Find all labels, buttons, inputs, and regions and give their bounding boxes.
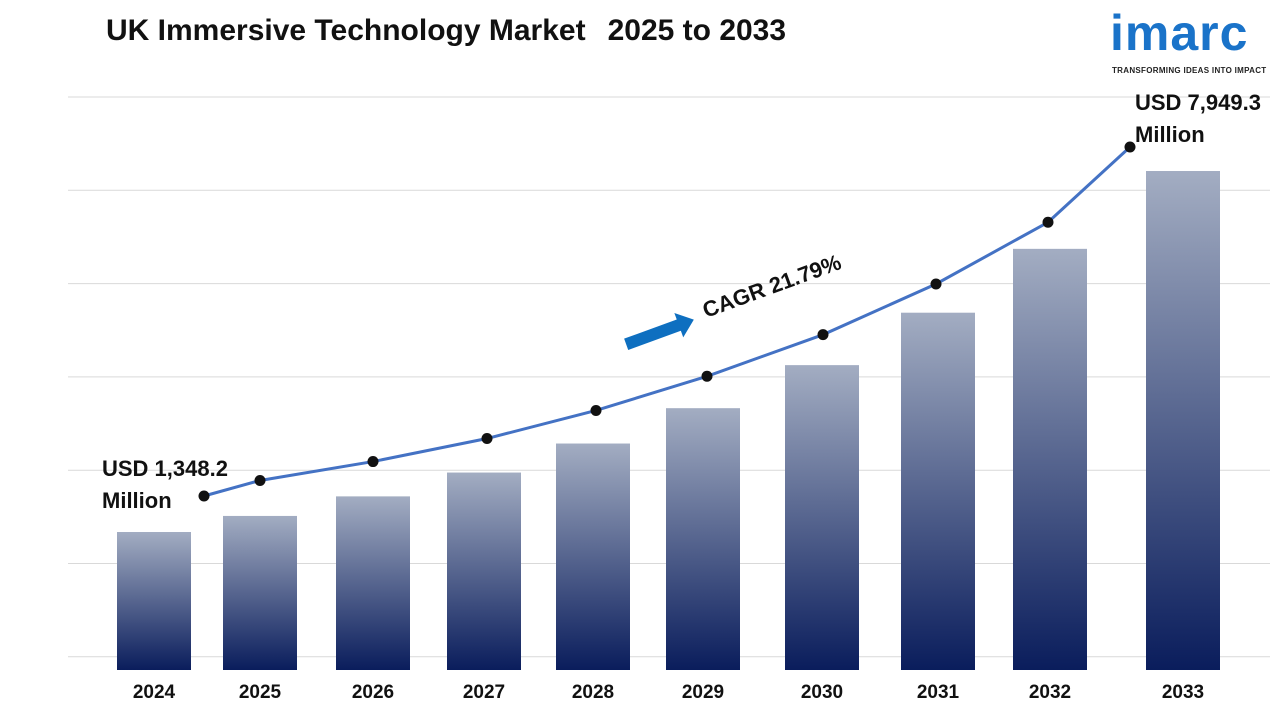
bar-2029 bbox=[666, 408, 740, 670]
trend-point-2032 bbox=[1042, 216, 1054, 228]
logo-tagline: TRANSFORMING IDEAS INTO IMPACT bbox=[1112, 66, 1267, 75]
bar-2024 bbox=[117, 532, 191, 670]
bar-2027 bbox=[447, 472, 521, 670]
start-value-label-line1: USD 1,348.2 bbox=[102, 456, 228, 481]
bar-2033 bbox=[1146, 171, 1220, 670]
bar-2032 bbox=[1013, 248, 1087, 670]
start-value-label-line2: Million bbox=[102, 488, 172, 513]
x-axis-ticks: 2024 2025 2026 2027 2028 2029 2030 2031 2032 2033 bbox=[133, 682, 1204, 703]
trend-polyline bbox=[203, 145, 1132, 498]
trend-point-2027 bbox=[481, 433, 493, 445]
x-tick-2028: 2028 bbox=[572, 682, 614, 703]
trend-point-2031 bbox=[930, 278, 942, 290]
chart-title-text: UK Immersive Technology Market bbox=[106, 14, 586, 47]
x-tick-2026: 2026 bbox=[352, 682, 394, 703]
logo-wordmark: imarc bbox=[1110, 5, 1249, 61]
imarc-logo: imarc TRANSFORMING IDEAS INTO IMPACT bbox=[1108, 4, 1276, 80]
trend-point-2024 bbox=[198, 490, 210, 502]
bars bbox=[117, 171, 1220, 670]
cagr-label: CAGR 21.79% bbox=[699, 249, 844, 322]
x-tick-2029: 2029 bbox=[682, 682, 724, 703]
trend-line bbox=[198, 141, 1136, 502]
trend-point-2030 bbox=[817, 329, 829, 341]
x-tick-2032: 2032 bbox=[1029, 682, 1071, 703]
bar-2030 bbox=[785, 365, 859, 670]
bar-2026 bbox=[336, 496, 410, 670]
trend-point-2028 bbox=[590, 404, 602, 416]
trend-point-2026 bbox=[367, 456, 379, 468]
trend-point-2029 bbox=[701, 370, 713, 382]
x-tick-2033: 2033 bbox=[1162, 682, 1204, 703]
trend-point-2033 bbox=[1124, 141, 1136, 153]
trend-point-2025 bbox=[254, 474, 266, 486]
x-tick-2027: 2027 bbox=[463, 682, 505, 703]
bar-2031 bbox=[901, 312, 975, 670]
end-value-label-line2: Million bbox=[1135, 122, 1205, 147]
chart-title-years: 2025 to 2033 bbox=[607, 14, 787, 47]
x-tick-2031: 2031 bbox=[917, 682, 960, 703]
end-value-label-line1: USD 7,949.3 bbox=[1135, 90, 1261, 115]
x-tick-2030: 2030 bbox=[801, 682, 843, 703]
cagr-arrow-icon bbox=[624, 312, 694, 350]
x-tick-2025: 2025 bbox=[239, 682, 282, 703]
bar-2025 bbox=[223, 515, 297, 670]
x-tick-2024: 2024 bbox=[133, 682, 176, 703]
chart-title: UK Immersive Technology Market 2025 to 20… bbox=[106, 14, 786, 48]
bar-2028 bbox=[556, 443, 630, 670]
